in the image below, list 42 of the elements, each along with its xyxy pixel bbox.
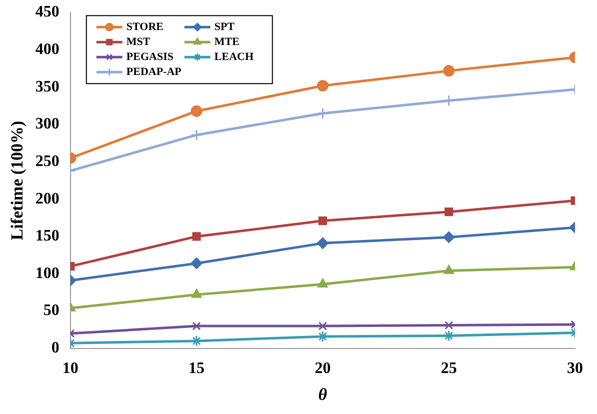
y-tick-label: 400 xyxy=(35,41,60,58)
legend-label: MTE xyxy=(214,36,240,48)
point xyxy=(443,94,455,106)
legend-label: PEGASIS xyxy=(126,50,174,63)
x-tick-label: 20 xyxy=(314,360,331,378)
y-tick-label: 100 xyxy=(35,264,60,282)
point xyxy=(444,265,454,274)
point xyxy=(318,322,327,330)
x-axis-title: θ xyxy=(318,385,328,404)
point xyxy=(316,108,328,120)
point xyxy=(444,208,454,216)
y-tick-label: 350 xyxy=(35,78,60,96)
legend-label: STORE xyxy=(126,20,164,33)
legend-label: SPT xyxy=(214,20,236,33)
point xyxy=(191,288,202,298)
y-tick-label: 150 xyxy=(35,228,60,245)
point xyxy=(192,322,201,330)
point xyxy=(190,258,202,270)
point xyxy=(316,237,328,249)
x-tick-label: 30 xyxy=(567,360,583,378)
y-tick-label: 0 xyxy=(51,340,60,357)
point xyxy=(318,216,327,226)
point xyxy=(444,320,454,330)
point xyxy=(443,231,455,243)
x-tick-label: 10 xyxy=(62,360,78,378)
point xyxy=(190,129,202,141)
point xyxy=(318,278,328,288)
point xyxy=(316,80,328,92)
point xyxy=(443,65,455,77)
point xyxy=(192,232,201,241)
y-tick-label: 250 xyxy=(35,152,60,170)
legend-label: MST xyxy=(126,36,151,48)
y-tick-label: 200 xyxy=(35,190,60,208)
y-tick-label: 450 xyxy=(35,4,60,21)
legend-label: PEDAP-AP xyxy=(126,66,182,78)
x-tick-label: 25 xyxy=(440,360,457,378)
x-tick-label: 15 xyxy=(188,360,205,378)
y-tick-label: 50 xyxy=(43,302,60,320)
point xyxy=(190,105,202,117)
legend-label: LEACH xyxy=(214,50,254,63)
y-tick-label: 300 xyxy=(35,116,60,133)
y-axis-title: Lifetime (100%) xyxy=(8,120,27,240)
